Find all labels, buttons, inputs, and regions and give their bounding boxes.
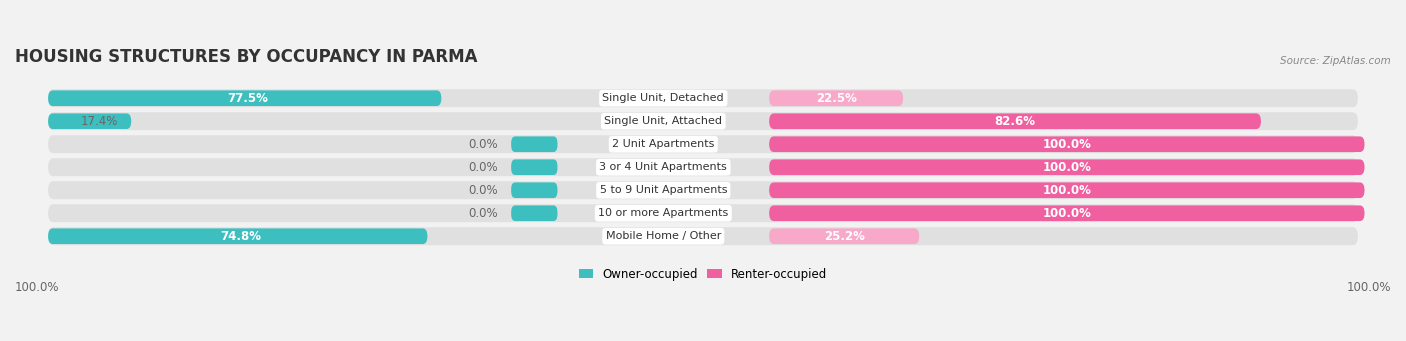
Text: 82.6%: 82.6% bbox=[994, 115, 1036, 128]
Text: 2 Unit Apartments: 2 Unit Apartments bbox=[612, 139, 714, 149]
FancyBboxPatch shape bbox=[769, 182, 1365, 198]
Text: 0.0%: 0.0% bbox=[468, 207, 498, 220]
Text: 25.2%: 25.2% bbox=[824, 230, 865, 243]
FancyBboxPatch shape bbox=[512, 205, 557, 221]
FancyBboxPatch shape bbox=[48, 89, 1358, 107]
Text: 100.0%: 100.0% bbox=[1042, 207, 1091, 220]
FancyBboxPatch shape bbox=[48, 158, 1358, 176]
Text: HOUSING STRUCTURES BY OCCUPANCY IN PARMA: HOUSING STRUCTURES BY OCCUPANCY IN PARMA bbox=[15, 48, 478, 66]
Text: 5 to 9 Unit Apartments: 5 to 9 Unit Apartments bbox=[599, 185, 727, 195]
Text: 77.5%: 77.5% bbox=[228, 92, 269, 105]
FancyBboxPatch shape bbox=[512, 136, 557, 152]
FancyBboxPatch shape bbox=[512, 182, 557, 198]
Text: Single Unit, Attached: Single Unit, Attached bbox=[605, 116, 723, 126]
FancyBboxPatch shape bbox=[769, 228, 920, 244]
Text: 0.0%: 0.0% bbox=[468, 161, 498, 174]
FancyBboxPatch shape bbox=[769, 159, 1365, 175]
FancyBboxPatch shape bbox=[769, 90, 903, 106]
Text: 100.0%: 100.0% bbox=[1347, 281, 1391, 294]
Legend: Owner-occupied, Renter-occupied: Owner-occupied, Renter-occupied bbox=[574, 263, 832, 285]
FancyBboxPatch shape bbox=[769, 205, 1365, 221]
Text: 10 or more Apartments: 10 or more Apartments bbox=[598, 208, 728, 218]
Text: 3 or 4 Unit Apartments: 3 or 4 Unit Apartments bbox=[599, 162, 727, 172]
Text: 100.0%: 100.0% bbox=[1042, 184, 1091, 197]
FancyBboxPatch shape bbox=[48, 90, 441, 106]
FancyBboxPatch shape bbox=[48, 135, 1358, 153]
Text: 100.0%: 100.0% bbox=[15, 281, 59, 294]
Text: Mobile Home / Other: Mobile Home / Other bbox=[606, 231, 721, 241]
FancyBboxPatch shape bbox=[48, 204, 1358, 222]
FancyBboxPatch shape bbox=[769, 114, 1261, 129]
FancyBboxPatch shape bbox=[48, 181, 1358, 199]
Text: 22.5%: 22.5% bbox=[815, 92, 856, 105]
FancyBboxPatch shape bbox=[48, 112, 1358, 130]
Text: 100.0%: 100.0% bbox=[1042, 161, 1091, 174]
Text: Single Unit, Detached: Single Unit, Detached bbox=[603, 93, 724, 103]
FancyBboxPatch shape bbox=[769, 136, 1365, 152]
FancyBboxPatch shape bbox=[48, 114, 131, 129]
Text: 17.4%: 17.4% bbox=[80, 115, 118, 128]
FancyBboxPatch shape bbox=[512, 159, 557, 175]
FancyBboxPatch shape bbox=[48, 228, 427, 244]
FancyBboxPatch shape bbox=[48, 227, 1358, 245]
Text: 0.0%: 0.0% bbox=[468, 184, 498, 197]
Text: Source: ZipAtlas.com: Source: ZipAtlas.com bbox=[1281, 56, 1391, 66]
Text: 100.0%: 100.0% bbox=[1042, 138, 1091, 151]
Text: 0.0%: 0.0% bbox=[468, 138, 498, 151]
Text: 74.8%: 74.8% bbox=[221, 230, 262, 243]
